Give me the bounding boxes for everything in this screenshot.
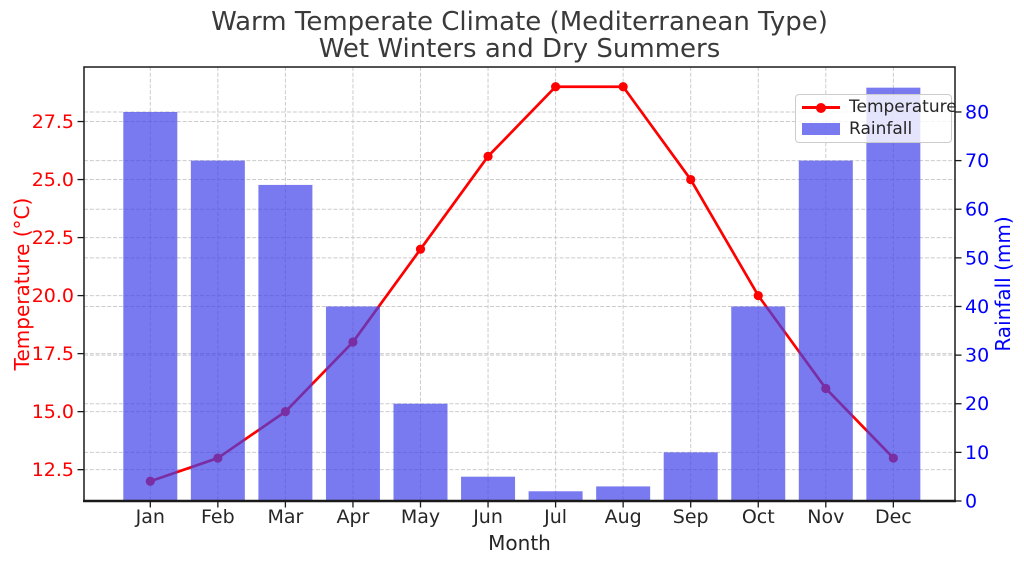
x-axis-title: Month xyxy=(488,531,551,555)
right-y-tick-label: 60 xyxy=(965,199,989,221)
left-y-tick-label: 22.5 xyxy=(32,227,74,249)
temperature-marker-icon xyxy=(816,102,826,113)
x-tick-label: Oct xyxy=(742,506,775,528)
legend-label-temperature: Temperature xyxy=(849,97,957,118)
legend-item-rainfall: Rainfall xyxy=(802,119,945,141)
right-y-tick-label: 50 xyxy=(965,247,989,269)
rainfall-bar xyxy=(393,403,448,501)
legend-label-rainfall: Rainfall xyxy=(849,118,913,139)
left-y-tick-label: 27.5 xyxy=(32,111,74,133)
rainfall-bar xyxy=(461,476,516,501)
rainfall-bar xyxy=(798,160,853,501)
rainfall-bar xyxy=(866,87,921,502)
x-tick-label: Jun xyxy=(472,506,503,528)
left-y-tick-label: 25.0 xyxy=(32,169,74,191)
legend: Temperature Rainfall xyxy=(795,94,957,143)
temperature-marker xyxy=(753,291,763,301)
x-tick-label: May xyxy=(401,506,440,528)
rainfall-bar xyxy=(528,491,583,501)
right-y-tick-label: 20 xyxy=(965,393,989,415)
rainfall-bar xyxy=(596,486,651,501)
x-tick-label: Aug xyxy=(605,506,642,528)
temperature-line-sample-icon xyxy=(802,102,840,113)
rainfall-bar xyxy=(731,306,786,501)
x-tick-label: Jul xyxy=(543,506,567,528)
temperature-marker xyxy=(551,82,561,92)
rainfall-bar xyxy=(123,111,178,501)
chart-title-line-1: Warm Temperate Climate (Mediterranean Ty… xyxy=(211,7,828,37)
right-y-tick-label: 40 xyxy=(965,296,989,318)
x-tick-label: Apr xyxy=(337,506,370,528)
right-y-tick-label: 0 xyxy=(965,491,977,513)
right-y-tick-label: 10 xyxy=(965,442,989,464)
right-axis-title: Rainfall (mm) xyxy=(991,216,1015,352)
x-tick-label: Sep xyxy=(673,506,709,528)
x-tick-label: Feb xyxy=(201,506,235,528)
left-y-tick-label: 20.0 xyxy=(32,285,74,307)
x-tick-label: Dec xyxy=(875,506,912,528)
left-y-tick-label: 15.0 xyxy=(32,401,74,423)
legend-item-temperature: Temperature xyxy=(802,97,957,119)
left-y-tick-label: 12.5 xyxy=(32,459,74,481)
rainfall-patch-icon xyxy=(802,123,840,136)
rainfall-bar xyxy=(325,306,380,501)
x-tick-label: Jan xyxy=(135,506,165,528)
right-y-tick-label: 80 xyxy=(965,101,989,123)
right-y-tick-label: 30 xyxy=(965,345,989,367)
rainfall-bar xyxy=(190,160,245,501)
temperature-marker xyxy=(686,174,696,185)
temperature-marker xyxy=(415,244,426,254)
chart-title-line-2: Wet Winters and Dry Summers xyxy=(318,34,721,64)
temperature-marker xyxy=(483,151,493,161)
right-y-tick-label: 70 xyxy=(965,150,989,172)
x-tick-label: Mar xyxy=(267,506,303,528)
temperature-marker xyxy=(618,82,628,92)
rainfall-bar xyxy=(663,452,718,501)
rainfall-bar xyxy=(258,184,313,501)
x-tick-label: Nov xyxy=(807,506,844,528)
left-y-tick-label: 17.5 xyxy=(32,343,74,365)
chart-title: Warm Temperate Climate (Mediterranean Ty… xyxy=(84,9,955,63)
left-axis-title: Temperature (°C) xyxy=(10,197,34,371)
